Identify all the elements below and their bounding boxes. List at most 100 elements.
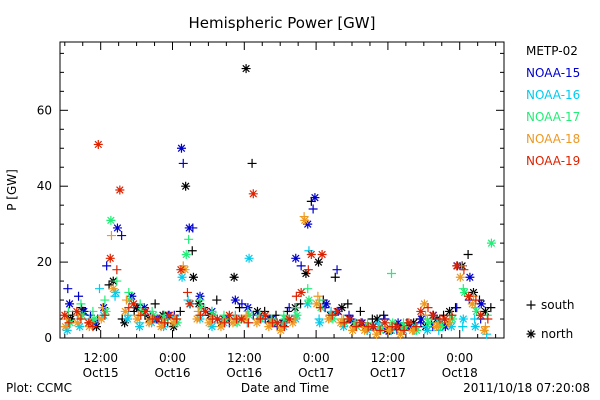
y-tick-label: 60	[37, 103, 52, 117]
point-north	[416, 306, 426, 316]
point-north	[443, 318, 453, 328]
point-north	[348, 325, 358, 335]
point-south	[463, 250, 473, 260]
point-south	[196, 310, 206, 320]
legend-entry: NOAA-17	[526, 110, 580, 124]
point-south	[121, 295, 131, 305]
point-north	[368, 322, 378, 332]
point-south	[315, 303, 325, 313]
point-north	[321, 299, 331, 309]
point-north	[296, 287, 306, 297]
point-north	[467, 299, 477, 309]
marker-legend-entry: south	[526, 298, 575, 312]
point-south	[486, 303, 496, 313]
point-north	[228, 318, 238, 328]
point-south	[327, 310, 337, 320]
point-north	[207, 322, 217, 332]
point-north	[181, 250, 191, 260]
point-south	[304, 246, 314, 256]
point-south	[195, 295, 205, 305]
point-north	[291, 253, 301, 263]
point-north	[315, 318, 325, 328]
y-axis: 0 20 40 60	[37, 52, 504, 345]
point-north	[300, 215, 310, 225]
point-north	[360, 325, 370, 335]
point-north	[105, 253, 115, 263]
x-tick-label-date: Oct18	[442, 366, 478, 380]
point-north	[230, 295, 240, 305]
point-north	[192, 314, 202, 324]
point-north	[248, 189, 258, 199]
legend-entry: METP-02	[526, 44, 578, 58]
chart-title: Hemispheric Power [GW]	[189, 14, 376, 32]
point-south	[308, 204, 318, 214]
point-south	[387, 268, 397, 278]
point-north	[409, 318, 419, 328]
point-south	[339, 318, 349, 328]
point-south	[332, 265, 342, 275]
point-north	[111, 287, 121, 297]
point-north	[407, 325, 417, 335]
point-north	[176, 265, 186, 275]
point-north	[284, 314, 294, 324]
point-south	[150, 299, 160, 309]
point-north	[264, 322, 274, 332]
point-south	[447, 310, 457, 320]
point-south	[178, 261, 188, 271]
point-south	[279, 322, 289, 332]
point-north	[431, 322, 441, 332]
point-south	[471, 295, 481, 305]
point-north	[252, 306, 262, 316]
x-tick-label-time: 12:00	[371, 351, 406, 365]
point-north	[216, 322, 226, 332]
point-north	[464, 291, 474, 301]
point-south	[399, 325, 409, 335]
point-north	[115, 185, 125, 195]
point-south	[375, 325, 385, 335]
point-south	[434, 325, 444, 335]
point-north	[144, 318, 154, 328]
point-north	[141, 306, 151, 316]
point-north	[465, 272, 475, 282]
point-south	[247, 158, 257, 168]
marker-legend-label: south	[541, 298, 575, 312]
point-south	[351, 322, 361, 332]
point-north	[393, 318, 403, 328]
marker-legend-label: north	[541, 327, 573, 341]
point-north	[372, 329, 382, 339]
point-north	[200, 306, 210, 316]
point-north	[165, 310, 175, 320]
point-south	[124, 303, 134, 313]
point-north	[153, 314, 163, 324]
point-south	[172, 314, 182, 324]
point-south	[100, 310, 110, 320]
point-north	[440, 322, 450, 332]
point-north	[458, 314, 468, 324]
plot-timestamp: 2011/10/18 07:20:08	[463, 381, 590, 395]
point-south	[237, 299, 247, 309]
point-north	[120, 306, 130, 316]
point-north	[422, 325, 432, 335]
point-south	[187, 246, 197, 256]
point-north	[79, 306, 89, 316]
point-north	[292, 310, 302, 320]
point-north	[276, 325, 286, 335]
point-north	[229, 272, 239, 282]
point-north	[184, 223, 194, 233]
point-north	[72, 318, 82, 328]
legend-entry: NOAA-19	[526, 154, 580, 168]
point-north	[93, 139, 103, 149]
legend-entry: NOAA-16	[526, 88, 580, 102]
point-south	[212, 295, 222, 305]
point-north	[392, 322, 402, 332]
point-south	[243, 318, 253, 328]
y-tick-label: 40	[37, 179, 52, 193]
point-south	[458, 322, 468, 332]
point-south	[183, 295, 193, 305]
point-south	[255, 314, 265, 324]
point-south	[343, 299, 353, 309]
point-north	[60, 310, 70, 320]
point-south	[136, 310, 146, 320]
x-tick-label-time: 0:00	[303, 351, 330, 365]
